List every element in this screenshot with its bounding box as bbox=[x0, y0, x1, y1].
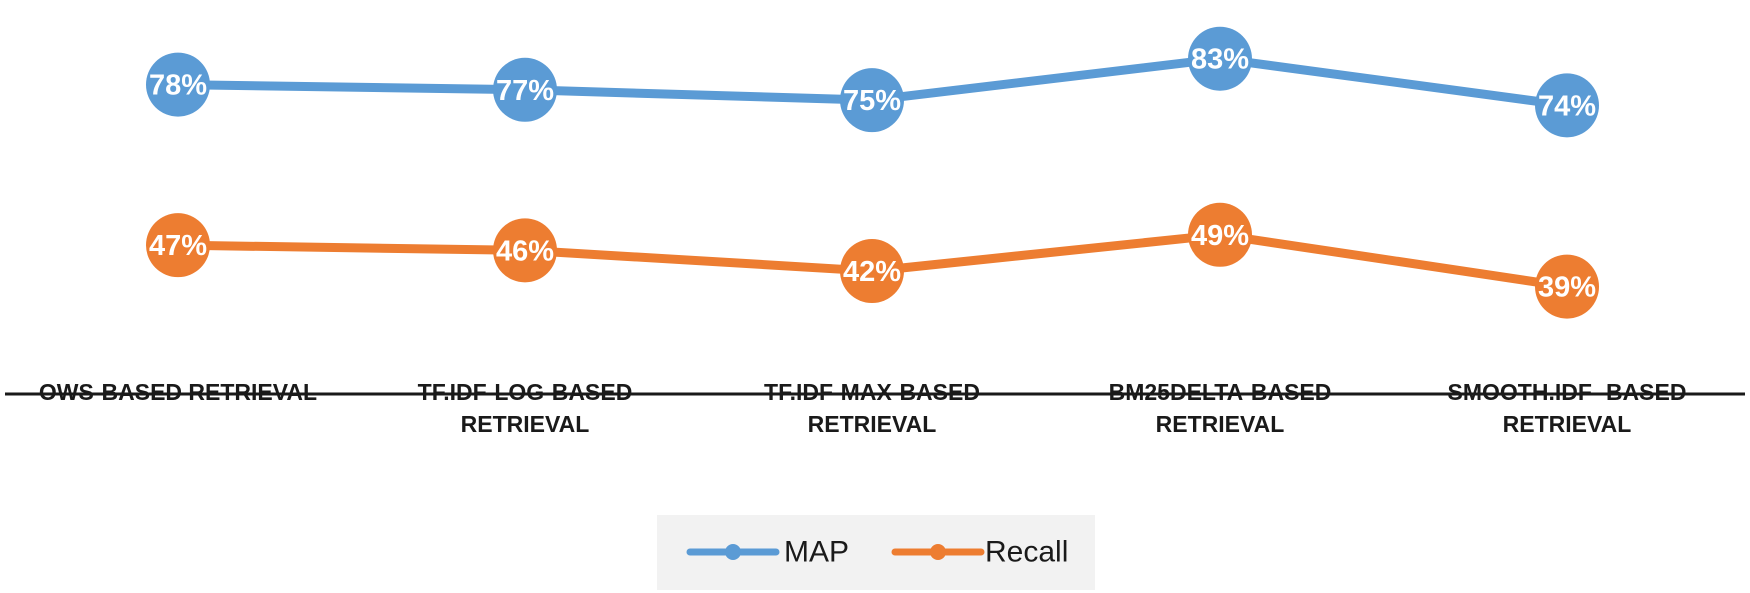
data-label-map-3: 75% bbox=[843, 85, 901, 117]
data-point-map-2 bbox=[493, 57, 557, 122]
data-label-map-1: 78% bbox=[149, 70, 207, 102]
x-tick-label-3: TF.IDF-MAX-BASED RETRIEVAL bbox=[764, 379, 980, 437]
series-map: 78% 77% 75% 83% 74% bbox=[146, 26, 1599, 138]
data-label-map-2: 77% bbox=[496, 75, 554, 107]
data-label-recall-1: 47% bbox=[149, 230, 207, 262]
data-point-recall-5 bbox=[1535, 254, 1599, 319]
legend-item-map: MAP bbox=[686, 536, 849, 569]
x-tick-label-2: TF.IDF-LOG-BASED RETRIEVAL bbox=[418, 379, 633, 437]
legend-map-label: MAP bbox=[784, 536, 849, 569]
data-point-recall-2 bbox=[493, 218, 557, 283]
data-point-recall-3 bbox=[840, 239, 904, 304]
x-axis-tick-labels: OWS-BASED RETRIEVAL TF.IDF-LOG-BASED RETRI… bbox=[39, 379, 1687, 437]
data-point-map-5 bbox=[1535, 73, 1599, 138]
data-label-recall-5: 39% bbox=[1538, 272, 1596, 304]
data-point-recall-1 bbox=[146, 213, 210, 278]
legend: MAP Recall bbox=[657, 515, 1095, 590]
data-label-map-4: 83% bbox=[1191, 44, 1249, 76]
data-point-map-4 bbox=[1188, 26, 1252, 91]
x-tick-label-5: SMOOTH.IDF -BASED RETRIEVAL bbox=[1448, 379, 1687, 437]
data-point-map-1 bbox=[146, 52, 210, 117]
data-label-map-5: 74% bbox=[1538, 90, 1596, 122]
series-recall: 47% 46% 42% 49% 39% bbox=[146, 202, 1599, 319]
legend-map-marker bbox=[725, 544, 741, 560]
data-label-recall-2: 46% bbox=[496, 235, 554, 267]
legend-recall-label: Recall bbox=[985, 536, 1068, 569]
data-point-map-3 bbox=[840, 68, 904, 133]
data-label-recall-3: 42% bbox=[843, 256, 901, 288]
x-tick-label-1: OWS-BASED RETRIEVAL bbox=[39, 379, 317, 405]
series-layer: 78% 77% 75% 83% 74% 47% 46% 42% 49% 39% bbox=[146, 26, 1599, 319]
legend-recall-marker bbox=[930, 544, 946, 560]
x-tick-label-4: BM25DELTA-BASED RETRIEVAL bbox=[1109, 379, 1332, 437]
data-label-recall-4: 49% bbox=[1191, 220, 1249, 252]
legend-item-recall: Recall bbox=[891, 536, 1068, 569]
data-point-recall-4 bbox=[1188, 202, 1252, 267]
